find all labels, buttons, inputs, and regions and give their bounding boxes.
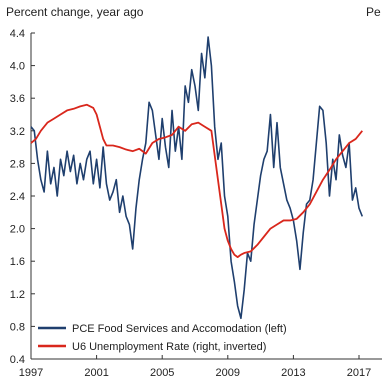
y-tick-label: 2.8 [10, 158, 25, 170]
x-tick-label: 1997 [19, 367, 43, 379]
legend: PCE Food Services and Accomodation (left… [38, 323, 287, 353]
series-line-u6 [30, 103, 363, 259]
y-tick-label: 0.8 [10, 321, 25, 333]
y-axis-label-right: Pe [366, 5, 381, 19]
x-tick-label: 2013 [281, 367, 305, 379]
x-tick-label: 2017 [347, 367, 371, 379]
x-ticks: 1997 2001 2005 2009 2013 2017 [19, 355, 371, 379]
y-tick-label: 2.4 [10, 191, 25, 203]
series-line-pce [30, 36, 364, 320]
y-tick-label: 4.4 [10, 28, 25, 40]
series-layer [30, 36, 364, 320]
x-tick-label: 2005 [150, 367, 174, 379]
x-tick-label: 2009 [216, 367, 240, 379]
y-tick-label: 1.2 [10, 289, 25, 301]
y-tick-label: 3.2 [10, 126, 25, 138]
legend-label-u6: U6 Unemployment Rate (right, inverted) [72, 341, 266, 353]
y-ticks: 4.4 4.0 3.6 3.2 2.8 2.4 2.0 1.6 1.2 0.8 0.4 [10, 28, 35, 366]
y-tick-label: 0.4 [10, 354, 25, 366]
y-tick-label: 4.0 [10, 61, 25, 73]
x-tick-label: 2001 [84, 367, 108, 379]
y-tick-label: 1.6 [10, 256, 25, 268]
y-axis-label-left: Percent change, year ago [6, 5, 144, 19]
y-tick-label: 2.0 [10, 224, 25, 236]
legend-label-pce: PCE Food Services and Accomodation (left… [72, 323, 287, 335]
y-tick-label: 3.6 [10, 93, 25, 105]
